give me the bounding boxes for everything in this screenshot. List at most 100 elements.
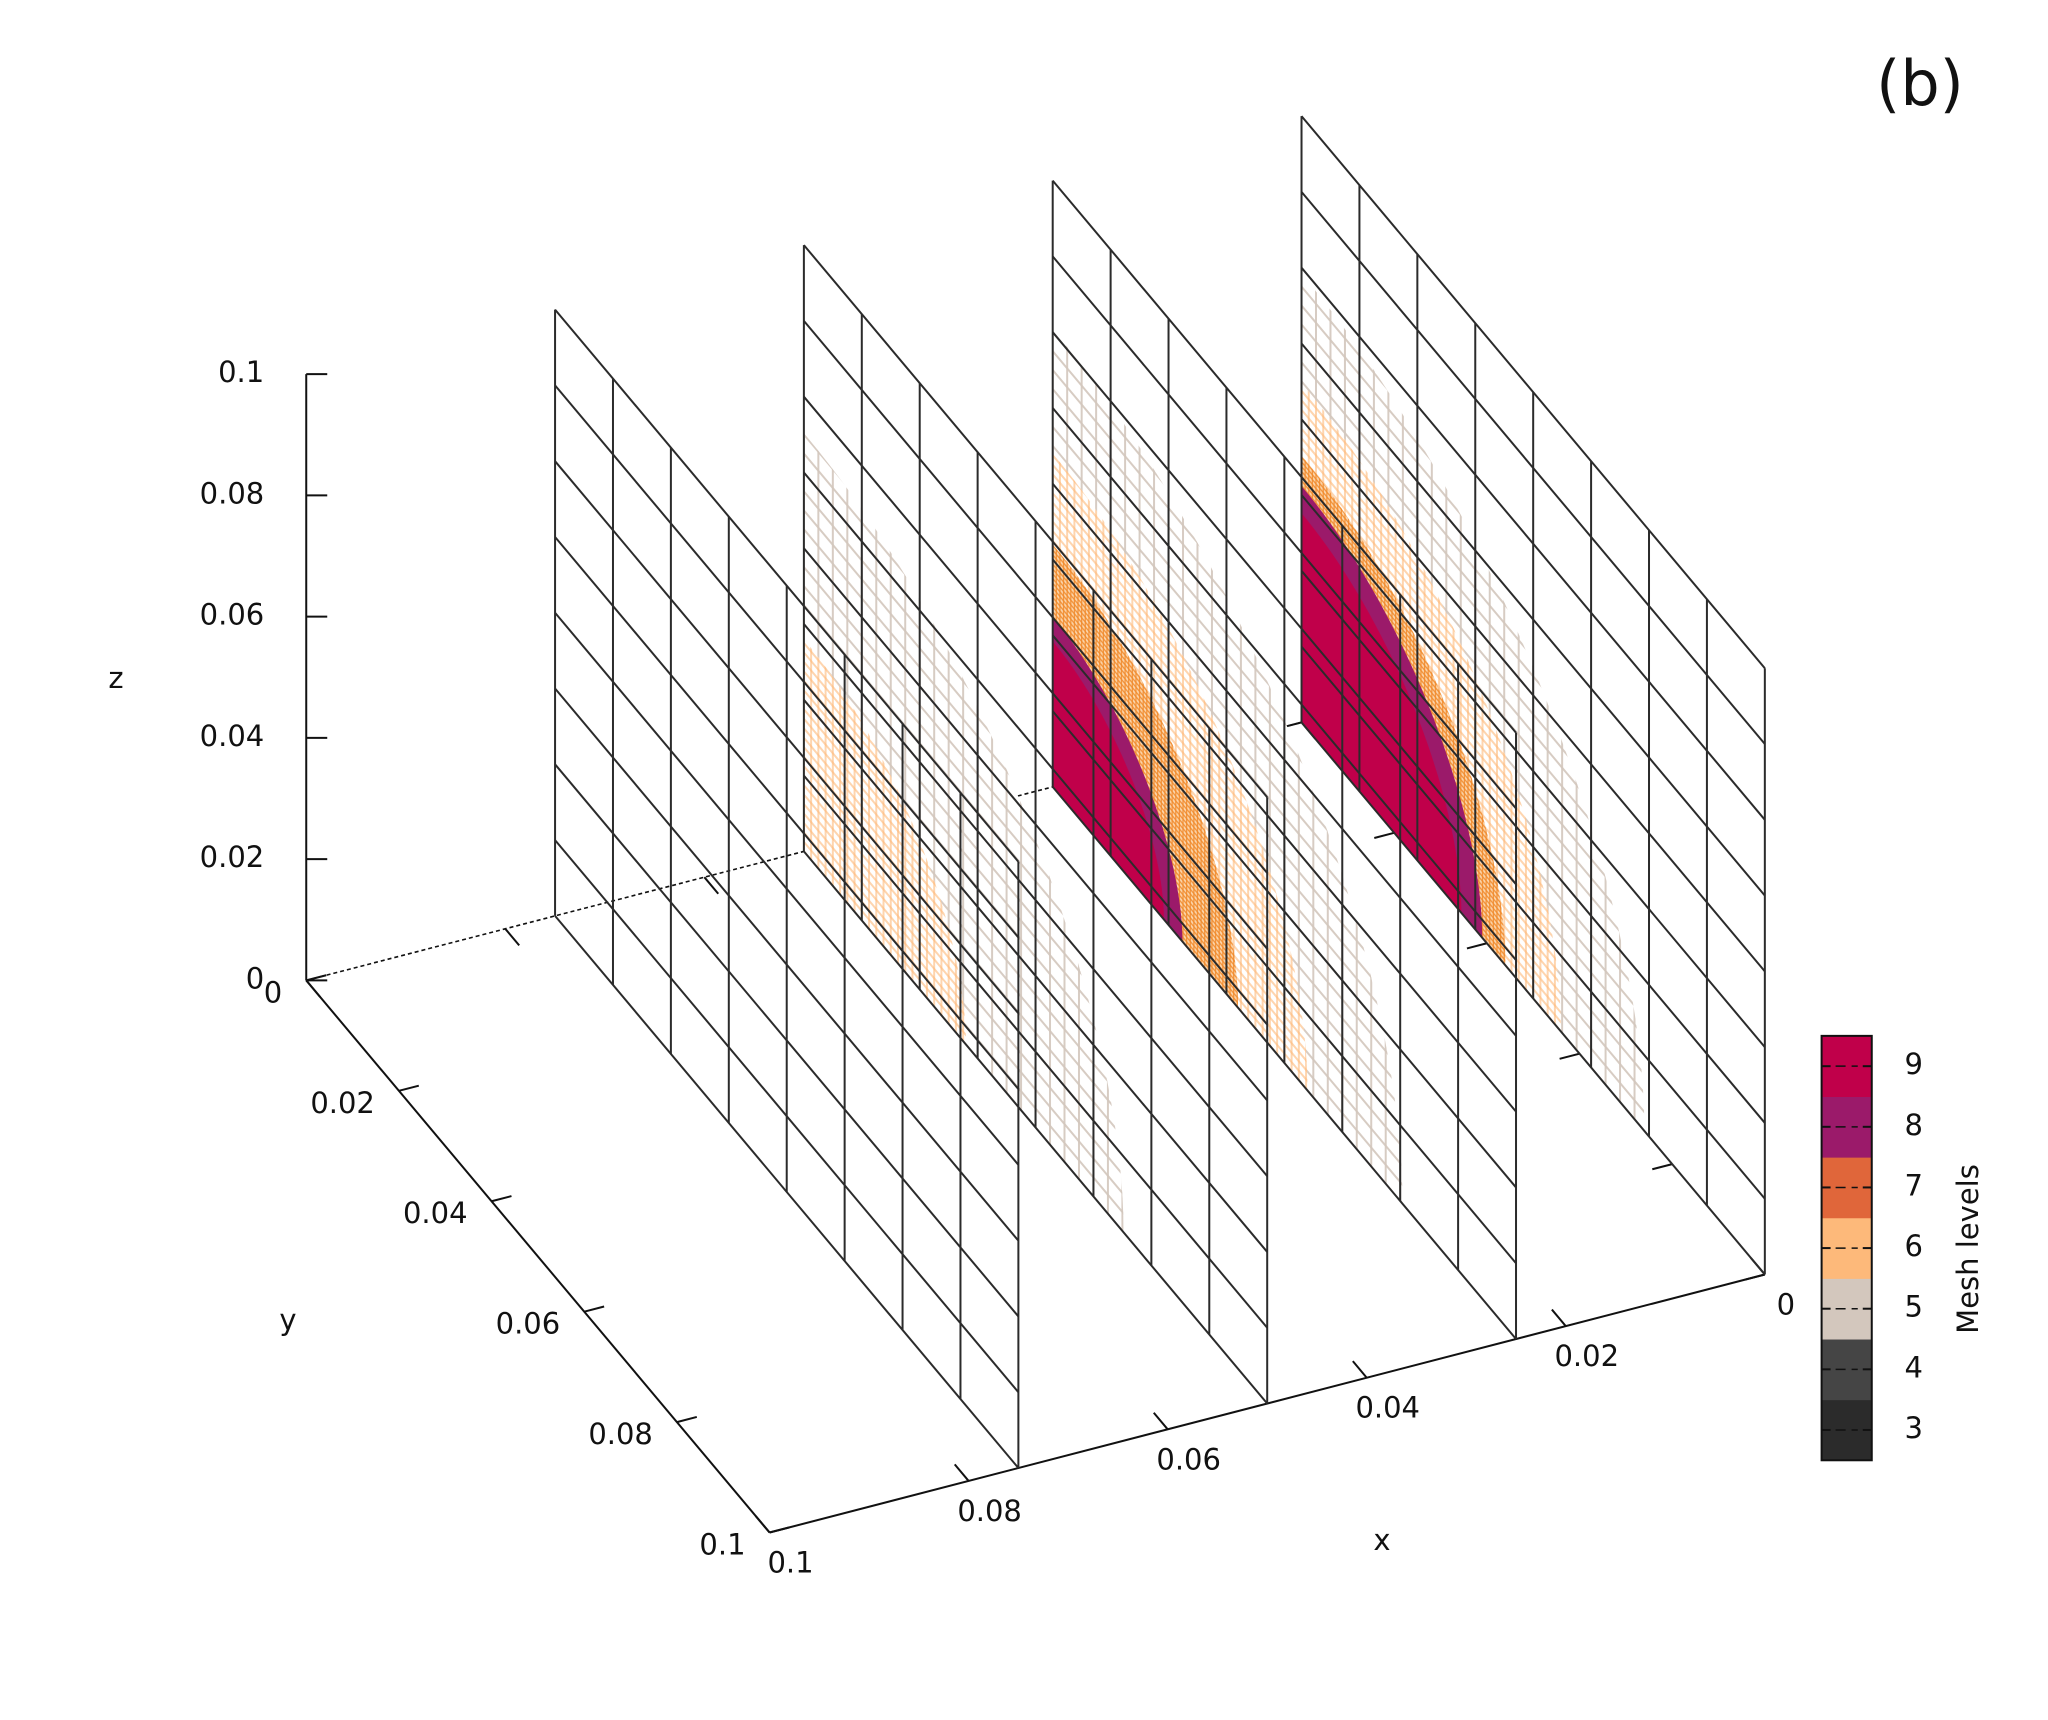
mesh-line (803, 765, 967, 1045)
mesh-line (803, 708, 967, 1045)
mesh-line (803, 812, 967, 1045)
y-tick-label: 0.06 (496, 1307, 561, 1341)
mesh-line (1301, 489, 1506, 966)
y-tick-mirror (1652, 1163, 1673, 1171)
mesh-line (1052, 601, 1239, 1008)
x-tick-label: 0.1 (767, 1546, 813, 1580)
colorbar-tick-label: 4 (1905, 1350, 1923, 1384)
base-mesh (554, 308, 1020, 1469)
mesh-line (1052, 611, 1239, 1008)
mesh-line (554, 460, 1020, 1014)
x-tick (1153, 1412, 1169, 1430)
slice (1300, 115, 1766, 1276)
colorbar-tick-label: 8 (1905, 1108, 1923, 1142)
y-tick-label: 0.04 (403, 1196, 468, 1230)
mesh-line (1052, 644, 1239, 1008)
z-tick-label: 0.02 (200, 840, 265, 874)
mesh-line (1300, 342, 1766, 897)
mesh-line (803, 737, 967, 1045)
x-tick (754, 1515, 771, 1534)
mesh-line (1301, 480, 1506, 966)
colorbar-frame (1820, 1034, 1873, 1462)
mesh-line (803, 547, 1268, 1102)
y-tick-label: 0.1 (699, 1528, 745, 1562)
mesh-line (803, 244, 1268, 798)
x-tick-mirror (504, 928, 520, 947)
z-tick-label: 0.08 (200, 476, 265, 510)
mesh-line (1300, 418, 1766, 973)
x-axis-label: x (1373, 1523, 1390, 1557)
colorbar-tick-label: 6 (1905, 1229, 1923, 1263)
colorbar-tick-label: 5 (1905, 1290, 1923, 1324)
mesh-line (1052, 630, 1239, 1008)
z-tick-label: 0 (246, 961, 264, 995)
x-tick-label: 0.04 (1355, 1391, 1420, 1425)
mesh-line (1052, 625, 1239, 1008)
y-tick-mirror (1374, 831, 1395, 839)
mesh-line (803, 727, 967, 1045)
mesh-line (803, 803, 967, 1045)
y-tick (583, 1305, 605, 1313)
base-mesh (1300, 115, 1766, 1276)
mesh-line (1301, 499, 1506, 966)
mesh-line (1052, 582, 1239, 1008)
mesh-line (1051, 483, 1517, 1037)
base-mesh (802, 244, 1269, 1405)
mesh-line (1052, 592, 1239, 1008)
mesh-line (803, 320, 1268, 874)
z-tick-label: 0.06 (200, 598, 265, 632)
mesh-line (803, 746, 967, 1045)
colorbar-tick-label: 7 (1905, 1168, 1923, 1202)
mesh-line (803, 471, 1268, 1026)
mesh-line (554, 612, 1020, 1166)
colorbar-tick-label: 9 (1905, 1047, 1923, 1081)
y-tick-label: 0.02 (310, 1086, 375, 1120)
mesh-line (803, 822, 967, 1045)
y-axis-label: y (279, 1303, 296, 1337)
y-tick-label: 0 (264, 975, 282, 1009)
mesh-line (1300, 115, 1766, 669)
x-tick-label: 0.06 (1156, 1442, 1221, 1476)
colorbar-label: Mesh levels (1951, 1164, 1985, 1334)
refined-region (1052, 641, 1164, 920)
mesh-line (1051, 331, 1517, 885)
y-axis (305, 979, 771, 1534)
x-tick-label: 0.02 (1554, 1339, 1619, 1373)
mesh-line (803, 718, 967, 1045)
mesh-line (1052, 597, 1239, 1008)
z-axis-label: z (108, 661, 123, 695)
mesh-line (1300, 267, 1766, 821)
mesh-line (803, 670, 967, 1045)
base-mesh (1051, 179, 1518, 1340)
y-tick (398, 1084, 420, 1092)
panel-label: (b) (1876, 47, 1964, 120)
x-tick-mirror (305, 979, 321, 998)
x-tick-label: 0.08 (957, 1494, 1022, 1528)
mesh-line (803, 396, 1268, 950)
mesh-line (803, 689, 967, 1045)
y-tick (676, 1415, 698, 1424)
mesh-line (554, 308, 1020, 863)
mesh-line (1052, 587, 1239, 1008)
mesh-line (1301, 504, 1506, 966)
y-tick-mirror (1559, 1052, 1580, 1060)
mesh-line (803, 841, 967, 1045)
x-tick-label: 0 (1777, 1288, 1795, 1322)
y-tick (491, 1195, 512, 1203)
mesh-line (1052, 639, 1239, 1008)
mesh-line (1051, 255, 1517, 810)
colorbar-tick-label: 3 (1905, 1411, 1923, 1445)
mesh-line (554, 536, 1020, 1090)
x-tick (1551, 1308, 1567, 1327)
y-tick-mirror (1466, 942, 1488, 950)
y-tick (769, 1526, 790, 1534)
y-tick-mirror (1744, 1273, 1766, 1281)
y-tick (305, 974, 327, 982)
mesh-line (1051, 179, 1517, 734)
mesh-line (1052, 568, 1239, 1008)
mesh-line (1052, 649, 1239, 1008)
mesh-line (803, 784, 967, 1045)
z-tick-label: 0.1 (218, 355, 264, 389)
slice (554, 308, 1020, 1469)
